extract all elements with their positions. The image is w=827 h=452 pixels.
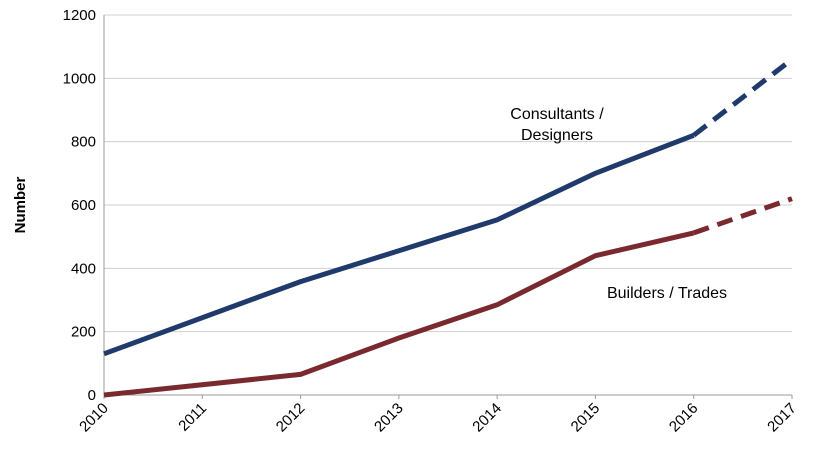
- x-tick-label: 2014: [469, 400, 505, 436]
- series-label-line: Designers: [521, 127, 593, 144]
- series-label-line: Builders / Trades: [607, 285, 727, 302]
- x-tick-label: 2015: [568, 400, 604, 436]
- series-projection-builders-trades: [692, 196, 793, 236]
- y-tick-label: 1200: [63, 7, 96, 24]
- x-tick-label: 2013: [371, 400, 407, 436]
- x-tick-label: 2012: [273, 400, 309, 436]
- series-label-builders-trades: Builders / Trades: [607, 285, 727, 302]
- x-tick-labels: 2010 2011 2012 2013 2014 2015 2016 2017: [76, 400, 800, 436]
- y-axis-title: Number: [12, 177, 29, 234]
- y-tick-label: 200: [71, 324, 96, 341]
- series-line-consultants-designers: [103, 132, 695, 357]
- series-line-builders-trades: [103, 230, 695, 398]
- y-tick-label: 800: [71, 134, 96, 151]
- y-tick-label: 0: [88, 387, 96, 404]
- series-lines: [103, 57, 794, 398]
- x-tick-label: 2016: [666, 400, 702, 436]
- x-tick-label: 2017: [764, 400, 800, 436]
- axes: [103, 15, 793, 399]
- y-tick-labels: 0 200 400 600 800 1000 1200: [63, 7, 96, 404]
- series-projection-consultants-designers: [692, 57, 794, 138]
- y-tick-label: 400: [71, 260, 96, 277]
- gridlines: [104, 14, 792, 333]
- x-tick-label: 2011: [175, 400, 210, 435]
- series-label-consultants-designers: Consultants / Designers: [510, 106, 604, 144]
- series-annotations: Consultants / Designers Builders / Trades: [510, 106, 727, 302]
- x-tick-label: 2010: [76, 400, 112, 436]
- y-tick-label: 1000: [63, 70, 96, 87]
- series-label-line: Consultants /: [510, 106, 604, 123]
- y-tick-label: 600: [71, 197, 96, 214]
